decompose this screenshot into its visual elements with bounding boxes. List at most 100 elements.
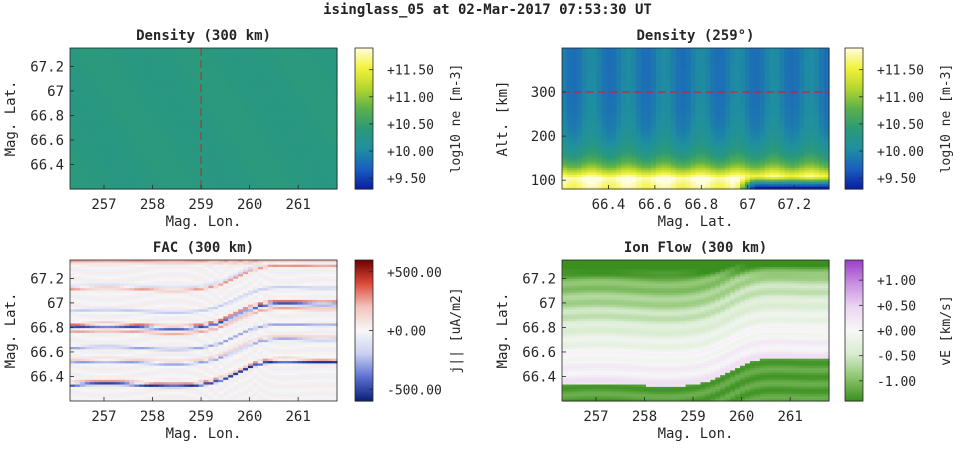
heatmap-cell [168, 172, 175, 176]
heatmap-cell [213, 174, 219, 178]
heatmap-cell [809, 62, 815, 66]
heatmap-cell [636, 71, 642, 75]
colorbar-cell [355, 123, 373, 127]
heatmap-cell [223, 144, 229, 148]
heatmap-cell [94, 132, 101, 136]
heatmap-cell [89, 172, 96, 176]
heatmap-cell [233, 83, 239, 87]
heatmap-cell [571, 95, 578, 98]
heatmap-cell [695, 78, 702, 82]
heatmap-cell [79, 52, 86, 56]
heatmap-cell [705, 92, 711, 96]
heatmap-cell [267, 167, 274, 171]
heatmap-cell [213, 95, 219, 98]
heatmap-cell [109, 181, 116, 185]
heatmap-cell [317, 153, 323, 157]
heatmap-cell [651, 59, 657, 63]
heatmap-cell [104, 165, 111, 169]
heatmap-cell [144, 97, 150, 101]
heatmap-cell [188, 142, 195, 145]
heatmap-cell [282, 92, 289, 96]
heatmap-cell [223, 174, 229, 178]
heatmap-cell [262, 95, 269, 98]
heatmap-cell [581, 99, 588, 103]
heatmap-cell [576, 71, 583, 75]
heatmap-cell [670, 97, 677, 101]
heatmap-cell [591, 97, 598, 101]
heatmap-cell [730, 92, 736, 96]
heatmap-cell [74, 97, 81, 101]
heatmap-cell [272, 153, 279, 157]
heatmap-cell [223, 158, 229, 162]
heatmap-cell [277, 92, 284, 96]
heatmap-cell [322, 59, 328, 63]
heatmap-cell [287, 95, 294, 98]
heatmap-cell [129, 106, 135, 110]
heatmap-cell [730, 76, 736, 80]
heatmap-cell [233, 85, 239, 89]
heatmap-cell [173, 78, 180, 82]
heatmap-cell [119, 104, 125, 108]
heatmap-cell [139, 111, 145, 115]
heatmap-cell [178, 106, 185, 110]
heatmap-cell [79, 71, 86, 75]
colorbar-cell [355, 70, 373, 74]
heatmap-cell [725, 50, 731, 54]
heatmap-cell [317, 149, 323, 152]
heatmap-cell [272, 55, 279, 58]
heatmap-cell [223, 118, 229, 122]
heatmap-cell [129, 120, 135, 124]
heatmap-cell [248, 59, 254, 63]
heatmap-cell [173, 99, 180, 103]
y-tick-label: 67 [47, 84, 64, 100]
heatmap-cell [730, 80, 736, 84]
heatmap-cell [119, 174, 125, 178]
heatmap-cell [109, 57, 116, 61]
heatmap-cell [700, 85, 706, 89]
heatmap-cell [754, 92, 761, 96]
heatmap-cell [163, 64, 170, 68]
heatmap-cell [799, 62, 805, 66]
heatmap-cell [272, 111, 279, 115]
heatmap-cell [238, 179, 244, 183]
heatmap-cell [754, 73, 761, 77]
heatmap-cell [84, 132, 91, 136]
colorbar-cell [355, 157, 373, 160]
heatmap-cell [332, 144, 338, 148]
heatmap-cell [134, 69, 140, 73]
heatmap-cell [799, 59, 805, 63]
heatmap-cell [764, 80, 771, 84]
heatmap-cell [139, 57, 145, 61]
heatmap-cell [188, 59, 195, 63]
heatmap-cell [680, 66, 687, 70]
heatmap-cell [163, 92, 170, 96]
heatmap-cell [646, 59, 652, 63]
heatmap-cell [183, 97, 190, 101]
heatmap-cell [292, 71, 299, 75]
heatmap-cell [302, 156, 308, 160]
heatmap-cell [586, 97, 593, 101]
heatmap-cell [562, 80, 568, 84]
heatmap-cell [764, 64, 771, 68]
heatmap-cell [764, 69, 771, 73]
heatmap-cell [317, 139, 323, 143]
heatmap-cell [178, 181, 185, 185]
colorbar-cell [355, 58, 373, 61]
heatmap-cell [228, 144, 234, 148]
heatmap-cell [168, 174, 175, 178]
heatmap-cell [277, 109, 284, 113]
heatmap-cell [272, 85, 279, 89]
heatmap-cell [267, 57, 274, 61]
heatmap-cell [297, 127, 303, 131]
heatmap-cell [660, 50, 667, 54]
heatmap-cell [292, 85, 299, 89]
heatmap-cell [193, 151, 200, 155]
heatmap-cell [327, 146, 333, 150]
heatmap-cell [327, 102, 333, 105]
heatmap-cell [292, 137, 299, 141]
heatmap-cell [203, 156, 210, 160]
heatmap-cell [233, 139, 239, 143]
heatmap-cell [715, 76, 721, 80]
heatmap-cell [223, 137, 229, 141]
heatmap-cell [307, 120, 313, 124]
